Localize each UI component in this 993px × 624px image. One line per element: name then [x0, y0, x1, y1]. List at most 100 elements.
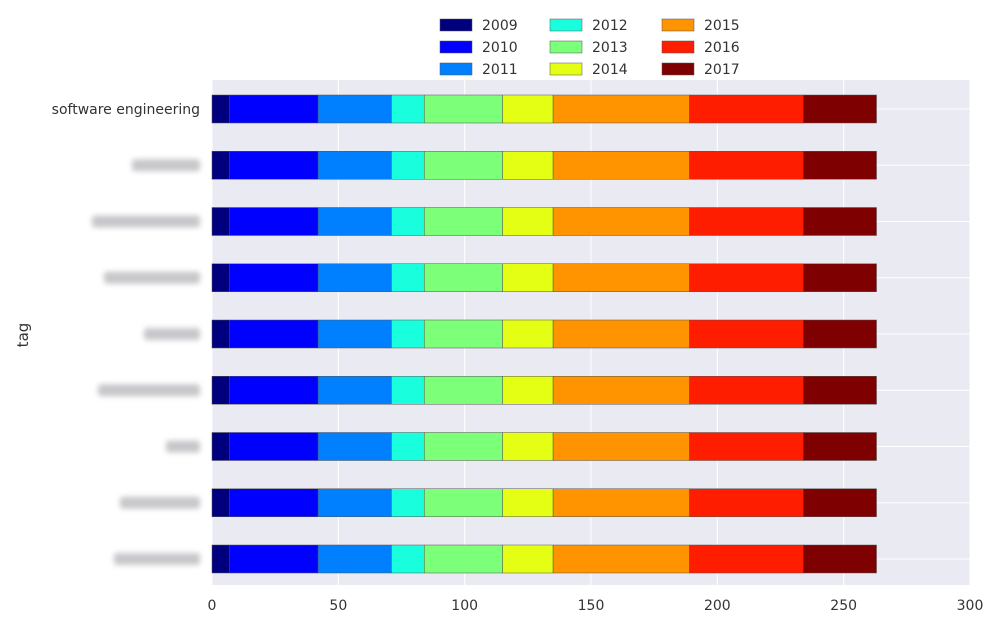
bar-segment-2016 — [689, 207, 804, 236]
bar-segment-2012 — [391, 151, 425, 180]
bar-segment-2010 — [229, 263, 319, 292]
bar-segment-2014 — [502, 94, 554, 124]
bar-segment-2014 — [502, 432, 554, 461]
legend-swatch-2016 — [661, 40, 695, 54]
bar-segment-2010 — [229, 151, 319, 180]
bar-segment-2017 — [802, 376, 877, 405]
legend: 2009 2010 2011 2012 2013 2014 2015 2016 2017 — [439, 18, 740, 78]
bar-segment-2011 — [317, 263, 392, 292]
bar-segment-2010 — [229, 207, 319, 236]
bar-segment-2013 — [423, 207, 503, 236]
bar-segment-2014 — [502, 207, 554, 236]
bar-segment-2011 — [317, 488, 392, 517]
x-tick-label: 200 — [704, 598, 731, 614]
bar-segment-2013 — [423, 488, 503, 517]
y-tick-label-obscured — [166, 440, 200, 453]
legend-swatch-2014 — [549, 62, 583, 76]
bar-segment-2017 — [802, 544, 877, 574]
bar-segment-2009 — [211, 544, 230, 574]
legend-swatch-2009 — [439, 18, 473, 32]
bar-segment-2016 — [689, 263, 804, 292]
bar-segment-2017 — [802, 432, 877, 461]
bar-segment-2010 — [229, 544, 319, 574]
x-tick-label: 250 — [830, 598, 857, 614]
legend-label-2009: 2009 — [482, 18, 518, 34]
bar-segment-2011 — [317, 376, 392, 405]
bar-segment-2017 — [802, 151, 877, 180]
bar-segment-2012 — [391, 263, 425, 292]
x-tick-label: 100 — [451, 598, 478, 614]
bar-segment-2009 — [211, 151, 230, 180]
legend-swatch-2017 — [661, 62, 695, 76]
bar-segment-2012 — [391, 544, 425, 574]
bar-segment-2013 — [423, 544, 503, 574]
bar-segment-2015 — [552, 488, 690, 517]
y-axis-label: tag — [14, 323, 32, 348]
x-tick-label: 150 — [578, 598, 605, 614]
bar-segment-2015 — [552, 263, 690, 292]
bar-segment-2016 — [689, 151, 804, 180]
bar-segment-2013 — [423, 94, 503, 124]
y-tick-label: software engineering — [52, 102, 200, 118]
bar-segment-2014 — [502, 376, 554, 405]
y-tick-label-obscured — [92, 215, 200, 228]
bar-segment-2016 — [689, 488, 804, 517]
y-tick-label-obscured — [114, 553, 200, 565]
bar-segment-2015 — [552, 94, 690, 124]
legend-label-2011: 2011 — [482, 62, 518, 78]
bar-segment-2015 — [552, 432, 690, 461]
legend-label-2017: 2017 — [704, 62, 740, 78]
bar-segment-2009 — [211, 94, 230, 124]
bar-segment-2010 — [229, 319, 319, 349]
bar-segment-2017 — [802, 319, 877, 349]
bar-segment-2011 — [317, 319, 392, 349]
y-tick-label-obscured — [144, 328, 200, 340]
legend-swatch-2013 — [549, 40, 583, 54]
legend-label-2012: 2012 — [592, 18, 628, 34]
bar-segment-2010 — [229, 94, 319, 124]
bar-segment-2009 — [211, 376, 230, 405]
bar-segment-2013 — [423, 151, 503, 180]
bar-segment-2013 — [423, 263, 503, 292]
bar-segment-2015 — [552, 207, 690, 236]
bar-segment-2014 — [502, 151, 554, 180]
bar-segment-2013 — [423, 432, 503, 461]
bar-segment-2015 — [552, 151, 690, 180]
bars — [211, 94, 877, 574]
y-tick-label-obscured — [104, 271, 200, 284]
bar-segment-2015 — [552, 376, 690, 405]
legend-swatch-2010 — [439, 40, 473, 54]
bar-segment-2012 — [391, 376, 425, 405]
bar-segment-2012 — [391, 94, 425, 124]
bar-segment-2015 — [552, 319, 690, 349]
legend-swatch-2012 — [549, 18, 583, 32]
y-tick-label-obscured — [120, 496, 200, 509]
bar-segment-2011 — [317, 94, 392, 124]
bar-segment-2013 — [423, 376, 503, 405]
bar-segment-2011 — [317, 207, 392, 236]
legend-label-2013: 2013 — [592, 40, 628, 56]
legend-label-2014: 2014 — [592, 62, 628, 78]
bar-segment-2010 — [229, 376, 319, 405]
bar-segment-2015 — [552, 544, 690, 574]
bar-segment-2017 — [802, 488, 877, 517]
bar-segment-2011 — [317, 544, 392, 574]
legend-swatch-2011 — [439, 62, 473, 76]
bar-segment-2009 — [211, 207, 230, 236]
x-tick-labels: 0 50 100 150 200 250 300 — [208, 598, 984, 614]
bar-segment-2009 — [211, 488, 230, 517]
bar-segment-2012 — [391, 432, 425, 461]
bar-segment-2016 — [689, 432, 804, 461]
bar-segment-2014 — [502, 319, 554, 349]
bar-segment-2016 — [689, 376, 804, 405]
legend-swatch-2015 — [661, 18, 695, 32]
legend-label-2015: 2015 — [704, 18, 740, 34]
bar-segment-2011 — [317, 151, 392, 180]
bar-segment-2013 — [423, 319, 503, 349]
bar-segment-2012 — [391, 207, 425, 236]
bar-segment-2011 — [317, 432, 392, 461]
x-tick-label: 50 — [329, 598, 347, 614]
bar-segment-2014 — [502, 488, 554, 517]
bar-segment-2014 — [502, 263, 554, 292]
